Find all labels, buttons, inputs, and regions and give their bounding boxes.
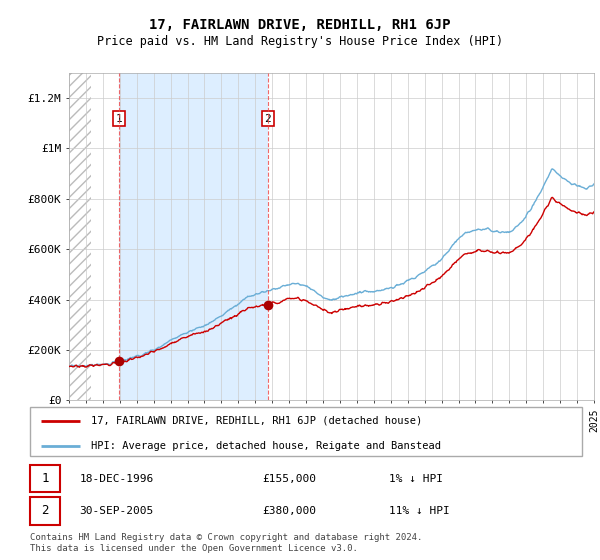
Text: 11% ↓ HPI: 11% ↓ HPI — [389, 506, 449, 516]
Text: Price paid vs. HM Land Registry's House Price Index (HPI): Price paid vs. HM Land Registry's House … — [97, 35, 503, 49]
Bar — [119, 73, 268, 400]
Bar — [30, 465, 61, 492]
Text: 1: 1 — [116, 114, 122, 124]
Text: Contains HM Land Registry data © Crown copyright and database right 2024.
This d: Contains HM Land Registry data © Crown c… — [30, 534, 422, 553]
Text: 2: 2 — [41, 505, 49, 517]
Bar — [30, 497, 61, 525]
Text: 17, FAIRLAWN DRIVE, REDHILL, RH1 6JP: 17, FAIRLAWN DRIVE, REDHILL, RH1 6JP — [149, 18, 451, 32]
Text: 18-DEC-1996: 18-DEC-1996 — [80, 474, 154, 483]
Text: 1% ↓ HPI: 1% ↓ HPI — [389, 474, 443, 483]
Text: 17, FAIRLAWN DRIVE, REDHILL, RH1 6JP (detached house): 17, FAIRLAWN DRIVE, REDHILL, RH1 6JP (de… — [91, 416, 422, 426]
Text: 30-SEP-2005: 30-SEP-2005 — [80, 506, 154, 516]
Text: HPI: Average price, detached house, Reigate and Banstead: HPI: Average price, detached house, Reig… — [91, 441, 441, 451]
Bar — [69, 73, 91, 400]
Text: 2: 2 — [265, 114, 271, 124]
Text: £155,000: £155,000 — [262, 474, 316, 483]
Text: 1: 1 — [41, 472, 49, 485]
Text: £380,000: £380,000 — [262, 506, 316, 516]
